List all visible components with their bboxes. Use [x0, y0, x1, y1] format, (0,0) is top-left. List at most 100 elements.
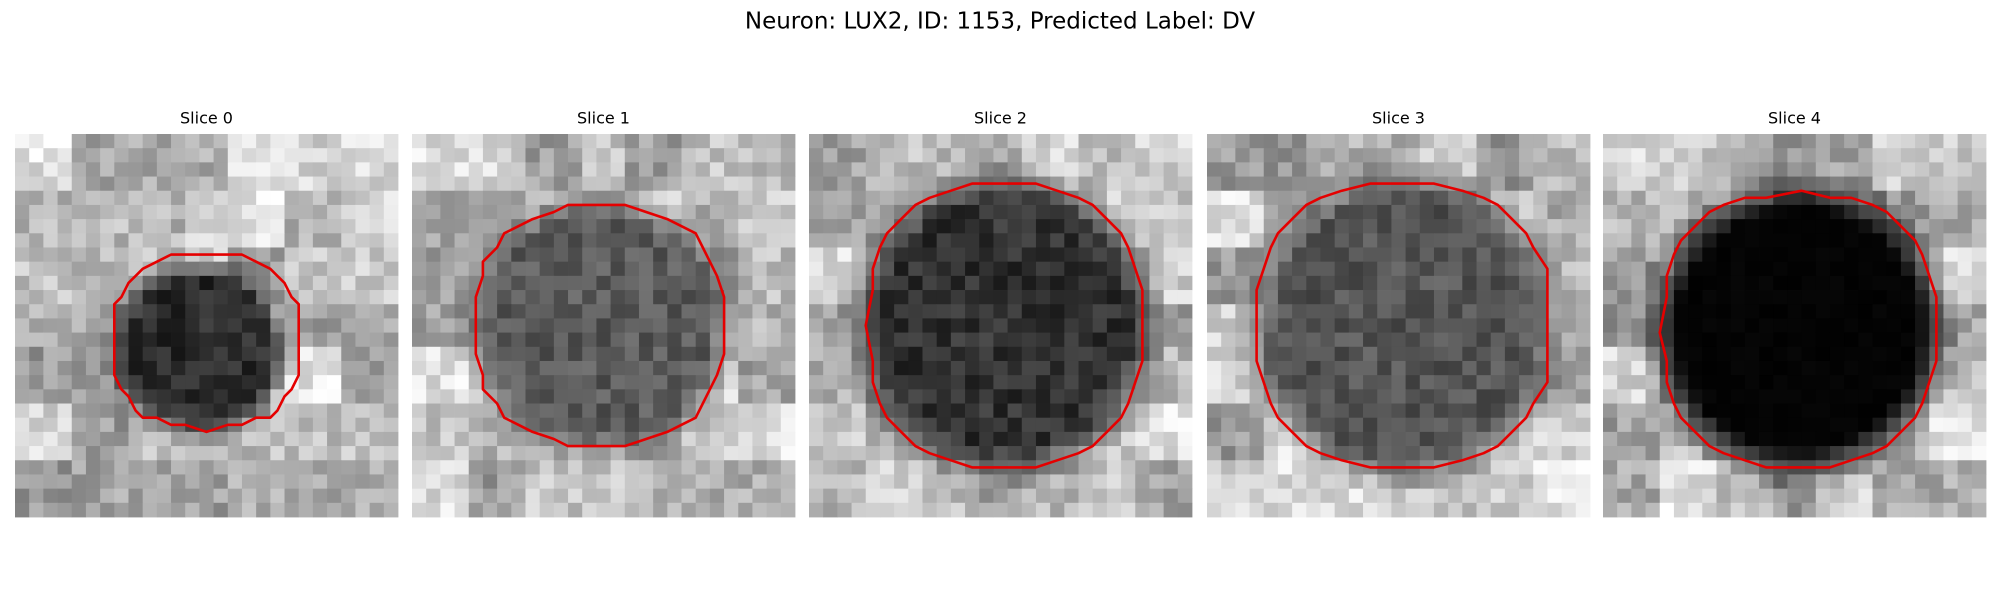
pixel	[1688, 134, 1703, 149]
pixel	[709, 318, 725, 333]
pixel	[1363, 190, 1378, 206]
pixel	[1872, 431, 1888, 447]
pixel	[497, 446, 512, 461]
pixel	[1149, 446, 1165, 461]
pixel	[1688, 275, 1703, 291]
pixel	[1433, 290, 1449, 305]
pixel	[1744, 488, 1760, 504]
pixel	[1476, 431, 1492, 447]
pixel	[709, 134, 725, 149]
pixel	[1320, 460, 1336, 475]
pixel	[1631, 304, 1646, 319]
pixel	[1050, 431, 1065, 447]
pixel	[327, 247, 342, 263]
pixel	[1348, 190, 1364, 206]
pixel	[57, 502, 73, 518]
pixel	[1448, 360, 1463, 376]
pixel	[1021, 360, 1037, 376]
pixel	[1957, 389, 1973, 404]
pixel	[100, 134, 115, 149]
pixel	[709, 162, 725, 177]
pixel	[653, 502, 668, 518]
pixel	[497, 375, 512, 390]
pixel	[879, 360, 895, 376]
pixel	[1462, 332, 1477, 348]
pixel	[1519, 190, 1534, 206]
pixel	[1575, 360, 1591, 376]
pixel	[1561, 148, 1577, 163]
pixel	[624, 233, 640, 248]
pixel	[199, 332, 214, 348]
pixel	[185, 446, 200, 461]
pixel	[1716, 290, 1732, 305]
pixel	[1448, 389, 1463, 404]
pixel	[1064, 360, 1079, 376]
pixel	[1163, 460, 1179, 475]
pixel	[171, 460, 186, 475]
pixel	[1292, 247, 1307, 263]
pixel	[653, 247, 668, 263]
pixel	[1050, 346, 1065, 362]
pixel	[57, 134, 73, 149]
pixel	[780, 261, 796, 277]
pixel	[1575, 403, 1591, 419]
pixel	[482, 417, 498, 433]
pixel	[568, 318, 583, 333]
pixel	[1092, 488, 1108, 504]
pixel	[738, 318, 753, 333]
pixel	[1320, 247, 1336, 263]
pixel	[440, 162, 455, 177]
pixel	[950, 446, 966, 461]
pixel	[1149, 148, 1165, 163]
pixel	[539, 290, 555, 305]
pixel	[610, 176, 626, 192]
pixel	[1645, 247, 1661, 263]
pixel	[1490, 460, 1506, 475]
pixel	[298, 460, 314, 475]
pixel	[908, 332, 923, 348]
pixel	[908, 176, 923, 192]
pixel	[1957, 204, 1973, 220]
pixel	[879, 417, 895, 433]
pixel	[1007, 148, 1023, 163]
pixel	[1433, 360, 1449, 376]
pixel	[1659, 233, 1675, 248]
pixel	[1829, 233, 1845, 248]
pixel	[298, 304, 314, 319]
pixel	[724, 403, 739, 419]
pixel	[950, 190, 966, 206]
pixel	[780, 360, 796, 376]
pixel	[1759, 474, 1774, 490]
pixel	[1829, 204, 1845, 220]
pixel	[568, 403, 583, 419]
pixel	[553, 176, 569, 192]
pixel	[681, 502, 697, 518]
pixel	[1163, 318, 1179, 333]
pixel	[1121, 403, 1136, 419]
pixel	[624, 275, 640, 291]
pixel	[1207, 360, 1222, 376]
pixel	[950, 162, 966, 177]
pixel	[1844, 204, 1859, 220]
pixel	[1092, 233, 1108, 248]
pixel	[284, 176, 300, 192]
pixel	[894, 318, 909, 333]
pixel	[1277, 304, 1293, 319]
pixel	[1405, 275, 1421, 291]
pixel	[553, 247, 569, 263]
pixel	[369, 360, 385, 376]
pixel	[1064, 318, 1079, 333]
pixel	[965, 332, 980, 348]
pixel	[1744, 346, 1760, 362]
pixel	[1801, 275, 1817, 291]
pixel	[809, 162, 824, 177]
pixel	[1035, 190, 1051, 206]
pixel	[766, 488, 782, 504]
pixel	[1249, 261, 1265, 277]
pixel	[1533, 318, 1548, 333]
pixel	[809, 204, 824, 220]
pixel	[1292, 318, 1307, 333]
pixel	[1900, 261, 1916, 277]
pixel	[851, 148, 867, 163]
pixel	[993, 290, 1008, 305]
